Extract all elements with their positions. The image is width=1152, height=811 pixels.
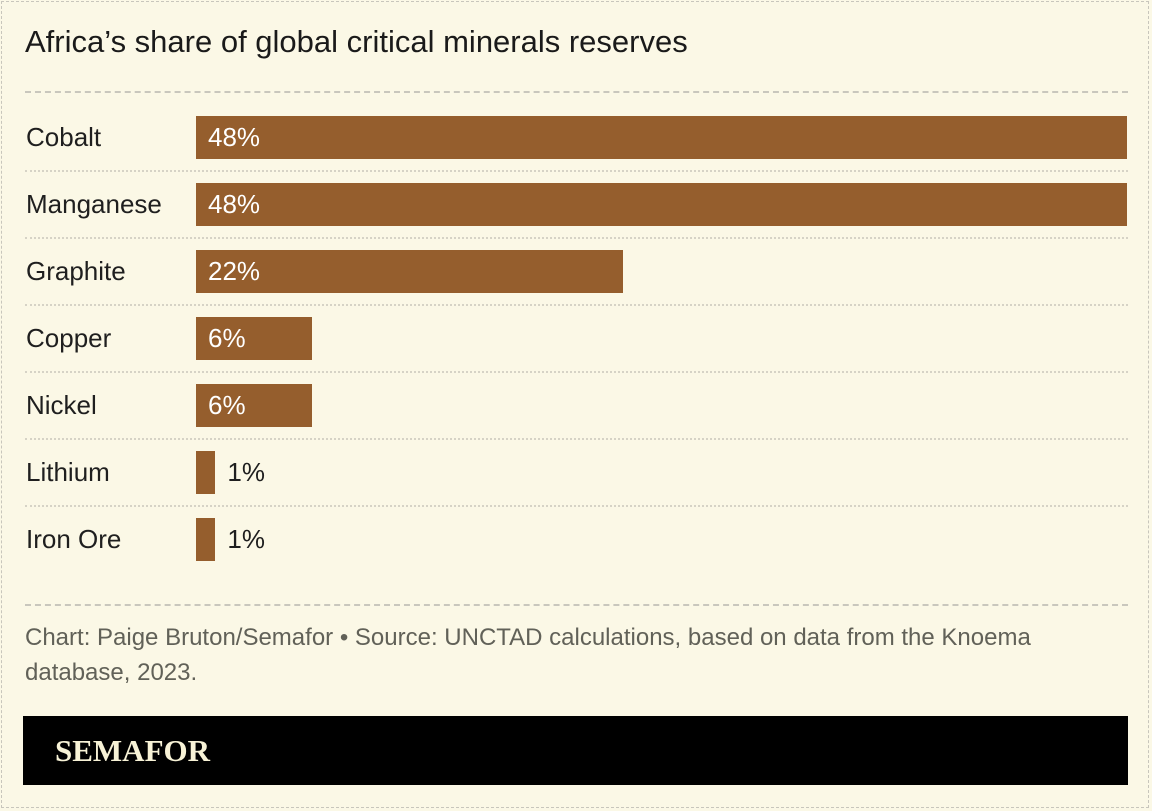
row-separator xyxy=(25,505,1128,507)
category-label: Lithium xyxy=(26,457,110,487)
source-note: Chart: Paige Bruton/Semafor • Source: UN… xyxy=(25,624,1031,686)
brand-bar: SEMAFOR xyxy=(23,716,1128,785)
value-label: 1% xyxy=(227,457,265,487)
category-label: Cobalt xyxy=(26,122,102,152)
semafor-logo: SEMAFOR xyxy=(55,733,210,768)
bar xyxy=(196,451,216,494)
row-separator xyxy=(25,170,1128,172)
category-label: Copper xyxy=(26,323,112,353)
category-label: Iron Ore xyxy=(26,524,122,554)
bar xyxy=(196,317,313,360)
row-separator xyxy=(25,304,1128,306)
category-label: Nickel xyxy=(26,390,97,420)
bar xyxy=(196,116,1127,159)
row-separator xyxy=(25,438,1128,440)
value-label: 48% xyxy=(208,122,261,152)
divider-bottom xyxy=(25,604,1128,606)
bar xyxy=(196,518,216,561)
row-separator xyxy=(25,371,1128,373)
value-label: 6% xyxy=(208,323,246,353)
row-separator xyxy=(25,237,1128,239)
bar xyxy=(196,183,1127,226)
category-label: Manganese xyxy=(26,189,162,219)
category-label: Graphite xyxy=(26,256,126,286)
bar xyxy=(196,250,623,293)
divider-top xyxy=(25,91,1128,93)
value-label: 22% xyxy=(208,256,261,286)
value-label: 48% xyxy=(208,189,261,219)
value-label: 1% xyxy=(227,524,265,554)
value-label: 6% xyxy=(208,390,246,420)
chart-title: Africa’s share of global critical minera… xyxy=(25,24,688,59)
bar xyxy=(196,384,313,427)
